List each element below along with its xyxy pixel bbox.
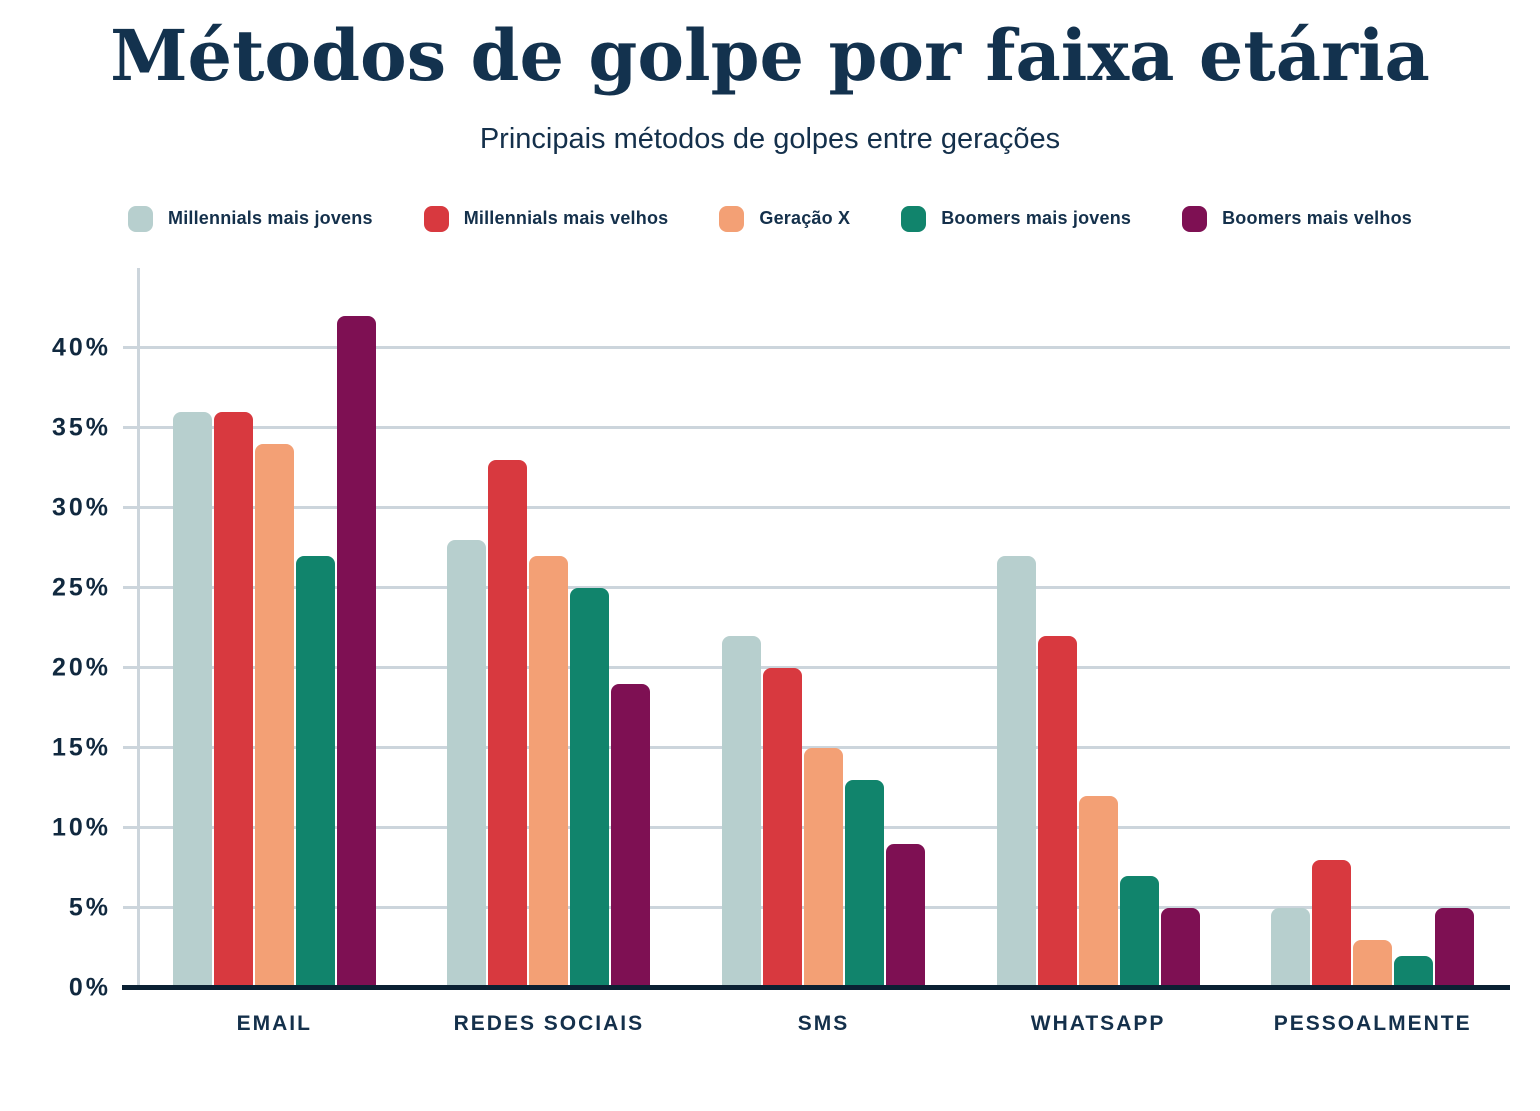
y-tick-15: [123, 745, 137, 749]
bar-whatsapp-millennials-mais-jovens[interactable]: [996, 555, 1036, 988]
bar-sms-millennials-mais-velhos[interactable]: [762, 667, 802, 988]
bar-pessoalmente-geracao-x[interactable]: [1353, 939, 1393, 988]
bar-group-whatsapp: [961, 268, 1236, 988]
bar-whatsapp-boomers-mais-jovens[interactable]: [1119, 875, 1159, 988]
y-axis-label-35: 35%: [51, 413, 111, 441]
legend-item-boomers-mais-jovens[interactable]: Boomers mais jovens: [901, 205, 1132, 232]
x-axis-label-pessoalmente: PESSOALMENTE: [1273, 1011, 1472, 1035]
bar-pessoalmente-millennials-mais-jovens[interactable]: [1271, 907, 1311, 988]
x-axis-label-email: EMAIL: [236, 1011, 312, 1035]
bar-whatsapp-boomers-mais-velhos[interactable]: [1160, 907, 1200, 988]
x-axis-baseline: [122, 984, 1510, 990]
legend-swatch-millennials-mais-velhos: [423, 205, 449, 232]
x-axis-label-redes-sociais: REDES SOCIAIS: [453, 1011, 645, 1035]
legend-swatch-millennials-mais-jovens: [128, 205, 153, 232]
bar-sms-boomers-mais-velhos[interactable]: [885, 843, 925, 988]
chart-subtitle: Principais métodos de golpes entre geraç…: [479, 122, 1061, 155]
bar-group-pessoalmente: [1235, 268, 1510, 988]
bar-pessoalmente-boomers-mais-velhos[interactable]: [1435, 907, 1475, 988]
legend-swatch-geracao-x: [719, 205, 745, 232]
y-axis-label-5: 5%: [68, 893, 111, 921]
x-axis-labels: EMAIL REDES SOCIAIS SMS WHATSAPP PESSOALMENT…: [137, 1012, 1510, 1036]
bar-redes-sociais-boomers-mais-velhos[interactable]: [611, 683, 651, 988]
y-tick-35: [123, 425, 137, 429]
y-axis-label-0: 0%: [68, 973, 111, 1001]
gridline-35: [137, 425, 1510, 429]
legend-label: Boomers mais velhos: [1222, 208, 1412, 228]
gridline-30: [137, 505, 1510, 509]
bar-email-geracao-x[interactable]: [254, 443, 294, 988]
chart-title: Métodos de golpe por faixa etária: [110, 14, 1430, 97]
bar-whatsapp-millennials-mais-velhos[interactable]: [1037, 635, 1077, 988]
bar-group-redes-sociais: [412, 268, 687, 988]
y-axis-line: [137, 267, 140, 988]
gridline-40: [137, 345, 1510, 349]
y-tick-40: [123, 345, 137, 349]
legend-swatch-boomers-mais-jovens: [901, 205, 927, 232]
bar-email-millennials-mais-jovens[interactable]: [172, 411, 212, 988]
legend-label: Boomers mais jovens: [941, 208, 1132, 228]
bar-groups: [137, 268, 1510, 988]
gridline-15: [137, 745, 1510, 749]
legend-item-millennials-mais-velhos[interactable]: Millennials mais velhos: [423, 205, 669, 232]
legend-item-geracao-x[interactable]: Geração X: [719, 205, 851, 232]
bar-sms-geracao-x[interactable]: [803, 747, 843, 988]
legend: Millennials mais jovens Millennials mais …: [0, 205, 1540, 232]
legend-label: Millennials mais jovens: [168, 208, 373, 228]
bar-pessoalmente-boomers-mais-jovens[interactable]: [1394, 955, 1434, 988]
bar-sms-boomers-mais-jovens[interactable]: [844, 779, 884, 988]
y-tick-30: [123, 505, 137, 509]
x-axis-label-sms: SMS: [797, 1011, 850, 1035]
bar-pessoalmente-millennials-mais-velhos[interactable]: [1312, 859, 1352, 988]
bar-group-email: [137, 268, 412, 988]
bar-redes-sociais-millennials-mais-jovens[interactable]: [447, 539, 487, 988]
legend-item-millennials-mais-jovens[interactable]: Millennials mais jovens: [128, 205, 373, 232]
bar-group-sms: [686, 268, 961, 988]
bar-email-boomers-mais-velhos[interactable]: [336, 315, 376, 988]
y-axis-label-15: 15%: [51, 733, 111, 761]
x-axis-label-whatsapp: WHATSAPP: [1030, 1011, 1166, 1035]
y-tick-10: [123, 825, 137, 829]
bar-email-boomers-mais-jovens[interactable]: [295, 555, 335, 988]
legend-item-boomers-mais-velhos[interactable]: Boomers mais velhos: [1182, 205, 1412, 232]
plot-area: 0% 5% 10% 15% 20% 25% 30% 35% 40%: [52, 267, 1510, 1001]
bar-redes-sociais-geracao-x[interactable]: [529, 555, 569, 988]
bar-whatsapp-geracao-x[interactable]: [1078, 795, 1118, 988]
bar-chart: 0% 5% 10% 15% 20% 25% 30% 35% 40% EMAIL REDES SOC…: [0, 267, 1540, 1036]
bar-sms-millennials-mais-jovens[interactable]: [721, 635, 761, 988]
gridline-20: [137, 665, 1510, 669]
y-axis-label-20: 20%: [51, 653, 111, 681]
legend-swatch-boomers-mais-velhos: [1182, 205, 1208, 232]
y-tick-5: [123, 905, 137, 909]
y-axis-label-30: 30%: [51, 493, 111, 521]
y-tick-25: [123, 585, 137, 589]
y-axis-label-10: 10%: [51, 813, 111, 841]
legend-label: Geração X: [759, 208, 851, 228]
bar-redes-sociais-boomers-mais-jovens[interactable]: [570, 587, 610, 988]
bar-redes-sociais-millennials-mais-velhos[interactable]: [488, 459, 528, 988]
bar-email-millennials-mais-velhos[interactable]: [213, 411, 253, 988]
legend-label: Millennials mais velhos: [463, 208, 669, 228]
y-axis-label-40: 40%: [51, 333, 111, 361]
gridline-25: [137, 585, 1510, 589]
y-axis-label-25: 25%: [51, 573, 111, 601]
y-tick-20: [123, 665, 137, 669]
